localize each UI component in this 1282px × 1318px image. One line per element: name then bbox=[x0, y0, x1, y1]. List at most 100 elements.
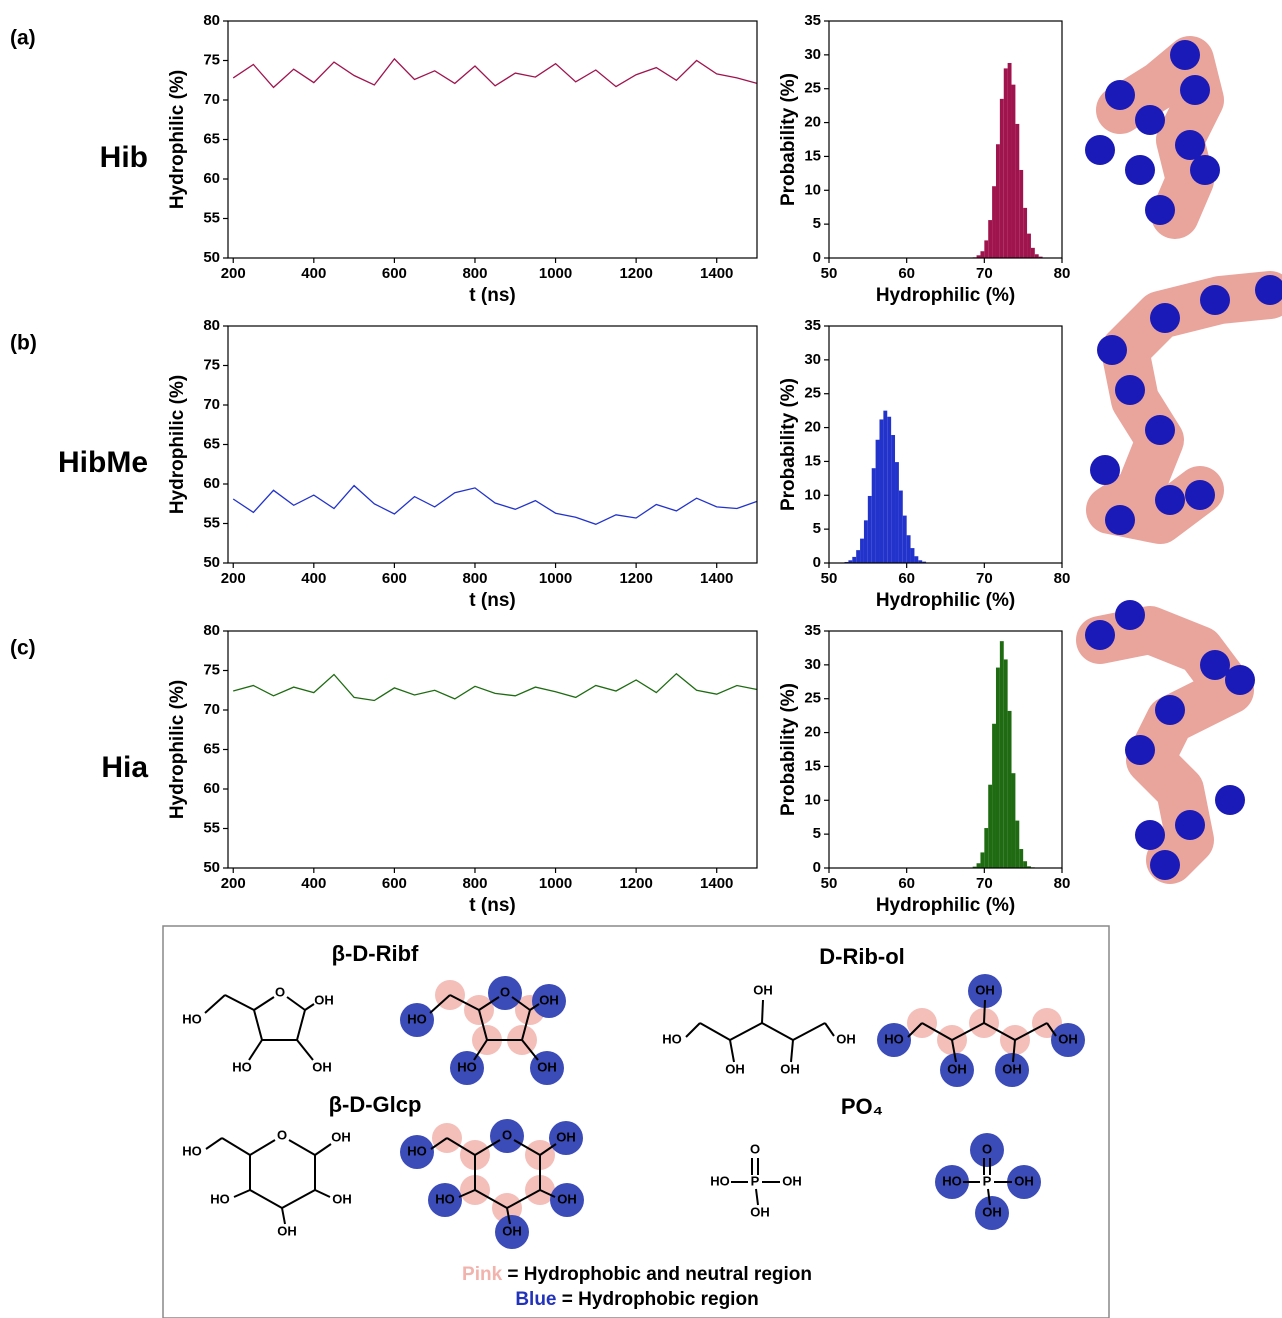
atom-label: O bbox=[277, 1127, 287, 1142]
hydrophobic-patch bbox=[1155, 695, 1185, 725]
hydrophobic-patch bbox=[1097, 335, 1127, 365]
x-tick-label: 70 bbox=[976, 265, 993, 282]
atom-label: HO bbox=[407, 1143, 427, 1158]
histogram-bar bbox=[988, 220, 992, 258]
bond bbox=[762, 1023, 793, 1040]
hydrophobic-patch bbox=[1155, 485, 1185, 515]
histogram-bar bbox=[992, 724, 996, 868]
y-tick-label: 80 bbox=[203, 317, 220, 334]
y-tick-label: 5 bbox=[813, 520, 821, 537]
legend-box bbox=[163, 926, 1109, 1318]
histogram-bar bbox=[1000, 99, 1004, 258]
y-tick-label: 65 bbox=[203, 435, 220, 452]
histogram-bar bbox=[872, 468, 876, 563]
atom-label: HO bbox=[210, 1191, 230, 1206]
bond bbox=[762, 1000, 763, 1023]
atom-label: HO bbox=[435, 1191, 455, 1206]
y-axis-label: Hydrophilic (%) bbox=[167, 680, 188, 819]
x-tick-label: 1000 bbox=[539, 265, 572, 282]
atom-label: OH bbox=[1002, 1061, 1022, 1076]
structure-name: PO₄ bbox=[841, 1094, 883, 1119]
y-tick-label: 60 bbox=[203, 475, 220, 492]
atom-label: OH bbox=[277, 1223, 297, 1238]
x-tick-label: 800 bbox=[462, 875, 487, 892]
histogram-bar bbox=[984, 240, 988, 258]
x-tick-label: 1000 bbox=[539, 875, 572, 892]
legend-text: = Hydrophobic region bbox=[562, 1289, 759, 1310]
atom-label: OH bbox=[947, 1061, 967, 1076]
x-tick-label: 1200 bbox=[619, 265, 652, 282]
bond bbox=[297, 1010, 305, 1040]
legend-key: Pink bbox=[462, 1264, 503, 1285]
line-series bbox=[233, 486, 757, 525]
y-tick-label: 50 bbox=[203, 249, 220, 266]
histogram-bar bbox=[984, 828, 988, 868]
atom-label: OH bbox=[725, 1061, 745, 1076]
hydrophobic-patch bbox=[1145, 415, 1175, 445]
hydrophobic-patch bbox=[1135, 105, 1165, 135]
atom-label: OH bbox=[982, 1204, 1002, 1219]
atom-label: O bbox=[502, 1127, 512, 1142]
atom-label: O bbox=[500, 984, 510, 999]
y-tick-label: 75 bbox=[203, 356, 220, 373]
histogram-bar bbox=[891, 435, 895, 563]
bond bbox=[305, 1004, 314, 1010]
y-tick-label: 35 bbox=[804, 317, 821, 334]
y-tick-label: 10 bbox=[804, 791, 821, 808]
y-tick-label: 10 bbox=[804, 181, 821, 198]
histogram-bar bbox=[856, 550, 860, 563]
y-tick-label: 35 bbox=[804, 12, 821, 29]
panel-name: HibMe bbox=[58, 446, 148, 479]
y-axis-label: Hydrophilic (%) bbox=[167, 70, 188, 209]
bond bbox=[282, 1208, 285, 1224]
y-tick-label: 75 bbox=[203, 51, 220, 68]
y-tick-label: 35 bbox=[804, 622, 821, 639]
histogram-bar bbox=[883, 411, 887, 563]
hydrophobic-patch bbox=[1150, 303, 1180, 333]
y-tick-label: 80 bbox=[203, 622, 220, 639]
atom-label: HO bbox=[457, 1059, 477, 1074]
atom-label: HO bbox=[884, 1031, 904, 1046]
hydrophobic-patch bbox=[1200, 285, 1230, 315]
hydrophobic-patch bbox=[1215, 785, 1245, 815]
histogram-bar bbox=[1019, 849, 1023, 868]
y-tick-label: 70 bbox=[203, 701, 220, 718]
x-tick-label: 600 bbox=[382, 265, 407, 282]
histogram-bar bbox=[1015, 821, 1019, 868]
histogram-bar bbox=[977, 863, 981, 868]
x-tick-label: 200 bbox=[221, 570, 246, 587]
y-tick-label: 0 bbox=[813, 249, 821, 266]
y-tick-label: 25 bbox=[804, 690, 821, 707]
atom-label: OH bbox=[314, 992, 334, 1007]
histogram-bar bbox=[1015, 124, 1019, 258]
y-tick-label: 15 bbox=[804, 147, 821, 164]
structure-name: β-D-Ribf bbox=[332, 941, 419, 966]
panel-name: Hib bbox=[100, 141, 148, 174]
x-tick-label: 200 bbox=[221, 265, 246, 282]
hydrophobic-patch bbox=[1150, 850, 1180, 880]
histogram-bar bbox=[864, 520, 868, 563]
y-axis-label: Probability (%) bbox=[778, 378, 799, 511]
bond bbox=[249, 1040, 262, 1060]
y-tick-label: 55 bbox=[203, 514, 220, 531]
hydrophobic-patch bbox=[1135, 820, 1165, 850]
atom-label: OH bbox=[539, 992, 559, 1007]
y-tick-label: 75 bbox=[203, 661, 220, 678]
x-axis-label: t (ns) bbox=[469, 895, 515, 916]
atom-label: O bbox=[275, 984, 285, 999]
atom-label: O bbox=[982, 1141, 992, 1156]
atom-label: OH bbox=[312, 1059, 332, 1074]
figure: (a)Hib(b)HibMe(c)Hia50556065707580200400… bbox=[0, 0, 1282, 1318]
histogram-bar bbox=[860, 539, 864, 563]
y-axis-label: Probability (%) bbox=[778, 73, 799, 206]
atom-label: HO bbox=[710, 1173, 730, 1188]
y-tick-label: 20 bbox=[804, 114, 821, 131]
atom-label: HO bbox=[407, 1011, 427, 1026]
x-tick-label: 1400 bbox=[700, 875, 733, 892]
histogram-bar bbox=[876, 440, 880, 563]
atom-label: OH bbox=[975, 982, 995, 997]
x-axis-label: Hydrophilic (%) bbox=[876, 285, 1015, 306]
histogram-bar bbox=[879, 419, 883, 563]
histogram-bar bbox=[1000, 641, 1004, 868]
y-tick-label: 55 bbox=[203, 819, 220, 836]
